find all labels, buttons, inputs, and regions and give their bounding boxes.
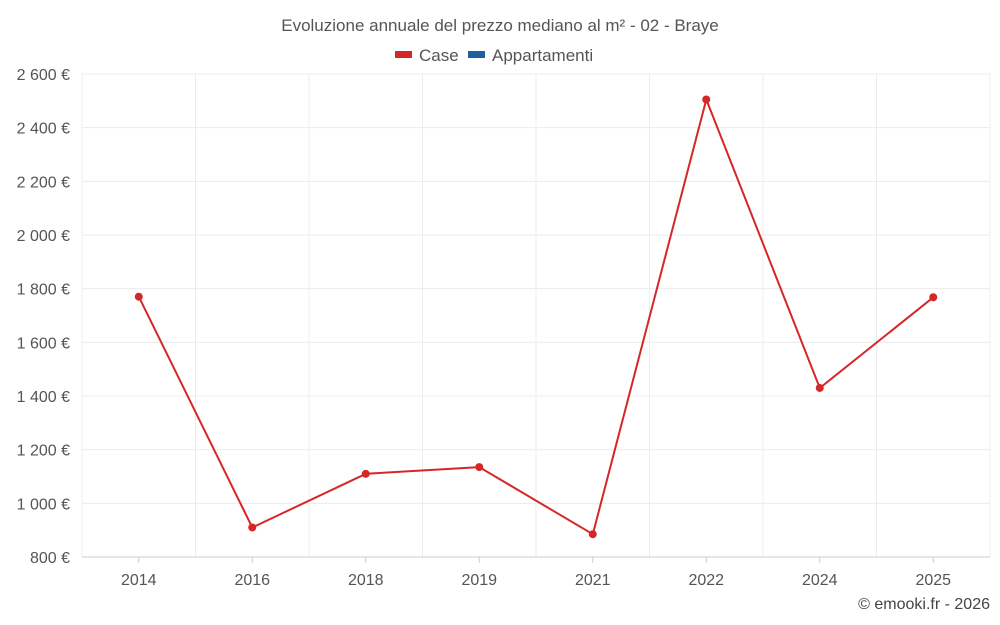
x-tick-label: 2016 (234, 572, 270, 589)
x-tick-label: 2024 (802, 572, 838, 589)
y-tick-label: 1 200 € (17, 443, 70, 460)
chart-title: Evoluzione annuale del prezzo mediano al… (281, 16, 719, 35)
data-point[interactable] (134, 292, 143, 301)
x-tick-label: 2025 (915, 572, 951, 589)
y-tick-label: 800 € (30, 550, 70, 567)
x-tick-label: 2022 (688, 572, 724, 589)
data-point[interactable] (702, 95, 711, 104)
data-point[interactable] (588, 530, 597, 539)
y-tick-label: 1 800 € (17, 282, 70, 299)
legend-swatch-appartamenti (468, 51, 485, 58)
data-point[interactable] (929, 293, 938, 302)
y-tick-label: 1 400 € (17, 389, 70, 406)
y-tick-label: 2 000 € (17, 228, 70, 245)
y-tick-label: 2 600 € (17, 67, 70, 84)
plot-area: 800 € 1 000 € 1 200 € 1 400 € 1 600 € 1 800 €… (17, 67, 991, 589)
series-line-case (137, 98, 934, 536)
legend-item-appartamenti[interactable]: Appartamenti (468, 46, 593, 65)
x-tick-label: 2014 (121, 572, 157, 589)
x-tick-label: 2021 (575, 572, 611, 589)
legend-label-appartamenti: Appartamenti (492, 46, 593, 65)
y-tick-label: 2 400 € (17, 121, 70, 138)
y-tick-label: 1 000 € (17, 496, 70, 513)
y-tick-label: 1 600 € (17, 335, 70, 352)
x-tick-label: 2018 (348, 572, 384, 589)
legend-label-case: Case (419, 46, 459, 65)
data-point[interactable] (815, 383, 824, 392)
credit-text: © emooki.fr - 2026 (858, 596, 990, 613)
data-point[interactable] (361, 469, 370, 478)
legend-item-case[interactable]: Case (395, 46, 459, 65)
data-point[interactable] (475, 463, 484, 472)
legend[interactable]: Case Appartamenti (395, 46, 593, 65)
y-tick-label: 2 200 € (17, 174, 70, 191)
data-point[interactable] (248, 523, 257, 532)
legend-swatch-case (395, 51, 412, 58)
x-tick-label: 2019 (461, 572, 497, 589)
